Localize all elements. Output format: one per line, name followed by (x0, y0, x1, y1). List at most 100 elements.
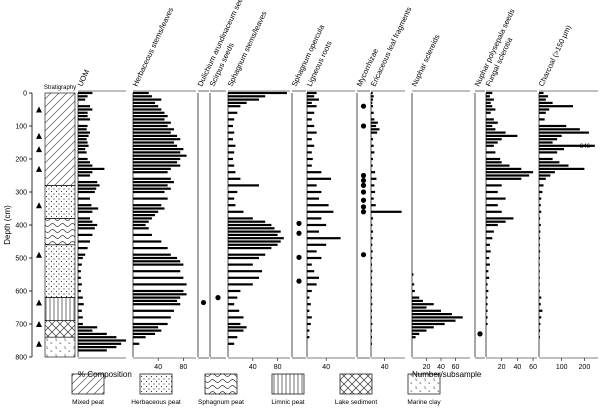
data-bar (486, 237, 493, 240)
data-bar (307, 197, 319, 200)
data-bar (486, 303, 488, 306)
data-bar (539, 141, 553, 144)
data-bar (307, 263, 312, 266)
data-bar (228, 329, 244, 332)
data-bar (78, 124, 88, 128)
data-bar (539, 105, 574, 108)
data-bar (133, 260, 181, 263)
data-bar (78, 332, 107, 335)
data-bar (133, 214, 156, 217)
data-bar (371, 210, 402, 213)
data-bar (133, 105, 159, 108)
data-bar (371, 250, 373, 253)
data-bar (78, 174, 90, 177)
data-bar (78, 329, 93, 332)
panel-herbaceous: Herbaceous stems/leaves 40 80 (131, 6, 196, 371)
data-bar (307, 223, 327, 227)
data-bar (133, 121, 171, 124)
data-bar (133, 220, 149, 223)
data-bar (486, 157, 501, 161)
data-bar (539, 336, 540, 339)
data-bar (371, 237, 373, 240)
data-bar (133, 161, 178, 164)
data-bar (133, 270, 181, 273)
data-bar (539, 131, 589, 134)
data-bar (371, 309, 373, 312)
panel-label: Charcoal (>150 µm) (537, 23, 574, 88)
data-dot (296, 230, 302, 236)
data-bar (371, 256, 373, 260)
date-marker (36, 106, 42, 113)
data-bar (307, 98, 319, 101)
depth-tick-label: 0 (23, 91, 27, 98)
data-bar (371, 223, 373, 227)
data-bar (371, 263, 373, 266)
data-bar (539, 237, 541, 240)
data-bar (78, 296, 83, 299)
data-bar (307, 111, 315, 114)
data-bar (371, 171, 376, 174)
data-bar (133, 131, 171, 134)
data-bar (539, 190, 543, 194)
data-bar (486, 197, 506, 200)
data-bar (78, 131, 90, 134)
depth-tick-label: 200 (15, 157, 27, 164)
data-bar (412, 309, 441, 312)
data-bar (412, 273, 414, 276)
data-bar (307, 316, 312, 319)
depth-tick-label: 100 (15, 124, 27, 131)
data-bar (486, 128, 496, 131)
data-dot (477, 331, 483, 337)
data-bar (539, 164, 569, 167)
data-bar (133, 247, 168, 250)
data-bar (133, 342, 140, 345)
depth-tick-label: 500 (15, 256, 27, 263)
stratigraphy-unit (44, 218, 76, 246)
data-bar (78, 171, 93, 174)
data-bar (78, 108, 93, 111)
data-bar (539, 138, 558, 141)
data-bar (228, 171, 236, 174)
data-bar (78, 141, 88, 144)
data-bar (539, 95, 549, 98)
data-bar (371, 322, 373, 326)
data-bar (78, 227, 95, 230)
data-bar (539, 316, 542, 319)
data-bar (133, 190, 165, 194)
data-bar (539, 144, 595, 147)
data-bar (228, 105, 241, 108)
panel-tick-label: 40 (381, 364, 389, 371)
data-bar (371, 230, 374, 233)
data-bar (486, 210, 502, 213)
data-bar (78, 134, 89, 137)
panel-label: Herbaceous stems/leaves (131, 6, 176, 88)
data-bar (78, 95, 88, 98)
panel-tick-label: 200 (579, 364, 591, 371)
data-bar (133, 101, 156, 104)
data-bar (133, 303, 181, 306)
data-bar (228, 233, 278, 236)
data-bar (228, 190, 238, 194)
data-bar (307, 151, 312, 154)
legend-swatch (339, 373, 373, 395)
data-bar (133, 124, 168, 128)
legend-label: Marine clay (407, 399, 441, 406)
data-bar (133, 177, 171, 180)
panel-tick-label: 80 (180, 364, 188, 371)
data-bar (78, 283, 82, 286)
data-bar (307, 210, 334, 213)
data-bar (486, 101, 491, 104)
data-bar (539, 230, 541, 233)
data-bar (78, 184, 100, 187)
data-bar (228, 309, 240, 312)
data-bar (371, 124, 377, 128)
data-bar (78, 217, 90, 220)
data-bar (133, 329, 162, 332)
data-bar (133, 326, 159, 329)
legend-label: Limnic peat (271, 399, 304, 406)
data-bar (486, 131, 506, 134)
data-bar (371, 101, 373, 104)
data-bar (228, 111, 238, 114)
